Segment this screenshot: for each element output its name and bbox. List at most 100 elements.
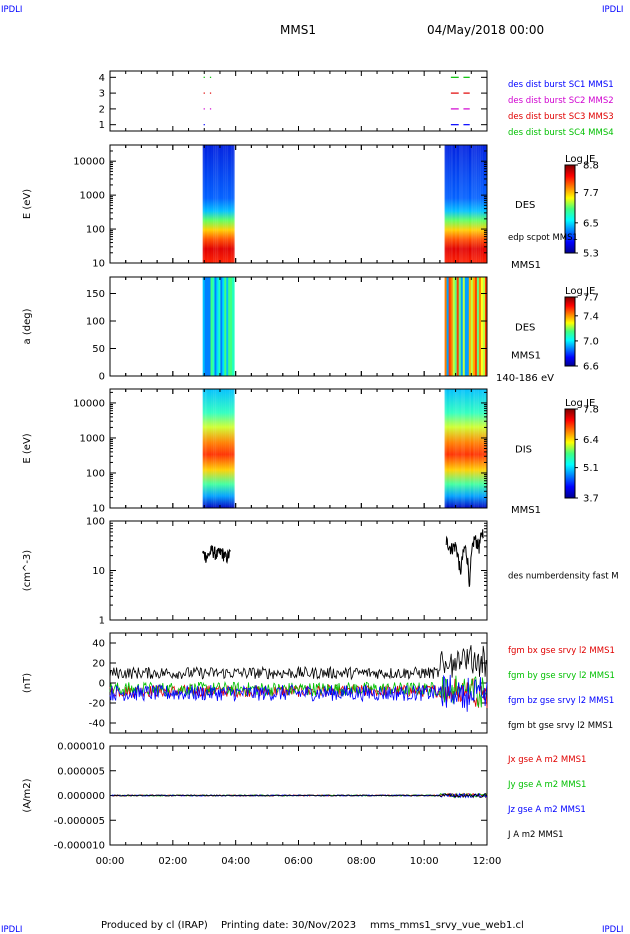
des-pitch-column xyxy=(224,277,227,376)
dis-energy-column xyxy=(470,389,474,508)
des-energy-column xyxy=(220,145,223,263)
x-tick-label: 04:00 xyxy=(221,856,250,867)
des-pitch-column xyxy=(478,277,482,376)
current-ytick-label: -0.000010 xyxy=(54,841,105,852)
current-series-line xyxy=(109,792,488,799)
dis-energy-column xyxy=(452,389,456,508)
footer-file: mms_mms1_srvy_vue_web1.cl xyxy=(370,920,524,931)
des-pitch-column xyxy=(466,277,470,376)
des-energy-column xyxy=(466,145,470,263)
des-energy-column xyxy=(224,145,227,263)
dis-energy-column xyxy=(218,389,221,508)
des-energy-column xyxy=(446,145,450,263)
dis-energy-ylabel: E (eV) xyxy=(22,433,33,463)
dis-energy-ytick-label: 100 xyxy=(86,468,105,479)
dis-energy-colorbar-label: 5.1 xyxy=(583,463,599,474)
dis-energy-column xyxy=(202,389,206,508)
dis-energy-column xyxy=(210,389,213,508)
des-pitch-column xyxy=(220,277,223,376)
corner-label-bottom-right: IPDLI xyxy=(602,925,623,934)
density-frame xyxy=(109,520,488,621)
corner-label-top-right: IPDLI xyxy=(602,5,623,15)
des-energy-colorbar-label: 8.8 xyxy=(583,161,599,172)
des-energy-colorbar-label: 7.7 xyxy=(583,188,599,199)
dis-energy-column xyxy=(224,389,227,508)
bfield-ytick-label: -20 xyxy=(89,699,105,710)
des-pitch-column xyxy=(222,277,225,376)
bfield-frame xyxy=(109,632,488,734)
des-energy-column xyxy=(232,145,235,263)
dis-energy-column xyxy=(468,389,472,508)
des-pitch-column xyxy=(450,277,454,376)
des-energy-column xyxy=(482,145,486,263)
burst-legend-entry: des dist burst SC3 MMS3 xyxy=(508,112,614,122)
des-energy-column xyxy=(228,145,231,263)
des-pitch-sublabel: MMS1 xyxy=(511,351,541,362)
dis-energy-column xyxy=(446,389,450,508)
des-pitch-column xyxy=(444,277,448,376)
des-energy-column xyxy=(448,145,452,263)
burst-legend-entry: des dist burst SC4 MMS4 xyxy=(508,128,614,138)
bfield-series-line xyxy=(109,674,488,712)
des-pitch-column xyxy=(212,277,215,376)
x-tick-label: 12:00 xyxy=(473,856,502,867)
des-energy-column xyxy=(214,145,217,263)
des-energy-ylabel: E (eV) xyxy=(22,189,33,219)
des-energy-column xyxy=(462,145,466,263)
des-pitch-column xyxy=(474,277,478,376)
des-pitch-over-frame xyxy=(109,276,488,377)
des-energy-column xyxy=(452,145,456,263)
dis-energy-column xyxy=(466,389,470,508)
density-series-line xyxy=(202,544,231,564)
dis-energy-column xyxy=(204,389,208,508)
dis-energy-ytick-label: 10000 xyxy=(73,398,105,409)
dis-energy-colorbar-label: 7.8 xyxy=(583,405,599,416)
dis-energy-column xyxy=(208,389,212,508)
des-energy-column xyxy=(216,145,219,263)
current-legend-entry: J A m2 MMS1 xyxy=(507,830,564,840)
current-ylabel: (A/m2) xyxy=(22,778,33,812)
des-energy-column xyxy=(222,145,225,263)
dis-energy-ytick-label: 1000 xyxy=(80,433,105,444)
density-series-line xyxy=(445,529,484,587)
page-title: MMS1 xyxy=(280,23,316,37)
burst-frame xyxy=(109,70,488,132)
des-energy-column xyxy=(474,145,478,263)
des-energy-column xyxy=(444,145,448,263)
dis-energy-over-frame xyxy=(109,388,488,509)
density-ytick-label: 1 xyxy=(99,616,105,627)
des-pitch-column xyxy=(476,277,480,376)
des-energy-column xyxy=(218,145,221,263)
dis-energy-column xyxy=(450,389,454,508)
current-ytick-label: 0.000000 xyxy=(57,791,105,802)
des-energy-column xyxy=(206,145,210,263)
des-pitch-column xyxy=(468,277,472,376)
des-pitch-column xyxy=(448,277,452,376)
des-pitch-column xyxy=(464,277,468,376)
des-energy-column xyxy=(202,145,206,263)
des-pitch-column xyxy=(232,277,235,376)
dis-energy-column xyxy=(460,389,464,508)
density-ytick-label: 10 xyxy=(92,566,105,577)
bfield-ytick-label: -40 xyxy=(89,719,105,730)
dis-energy-ytick-label: 10 xyxy=(92,504,105,515)
des-pitch-colorbar-label: 7.7 xyxy=(583,293,599,304)
des-energy-instrument-label: DES xyxy=(515,200,535,211)
dis-energy-column xyxy=(480,389,484,508)
des-energy-column xyxy=(464,145,468,263)
des-pitch-column xyxy=(462,277,466,376)
des-energy-column xyxy=(468,145,472,263)
des-pitch-column xyxy=(470,277,474,376)
des-pitch-colorbar xyxy=(564,296,576,367)
dis-energy-column xyxy=(472,389,476,508)
des-energy-colorbar-title: Log JE xyxy=(565,154,595,165)
des-pitch-column xyxy=(216,277,219,376)
dis-energy-frame xyxy=(109,388,488,509)
current-legend-entry: Jz gse A m2 MMS1 xyxy=(507,805,586,815)
panels: 1 2 3 4 des dist burst SC1 MMS1 des dist burs… xyxy=(22,70,619,867)
des-energy-ytick-label: 1000 xyxy=(80,191,105,202)
des-energy-column xyxy=(212,145,215,263)
des-energy-column xyxy=(226,145,229,263)
des-pitch-column xyxy=(482,277,486,376)
